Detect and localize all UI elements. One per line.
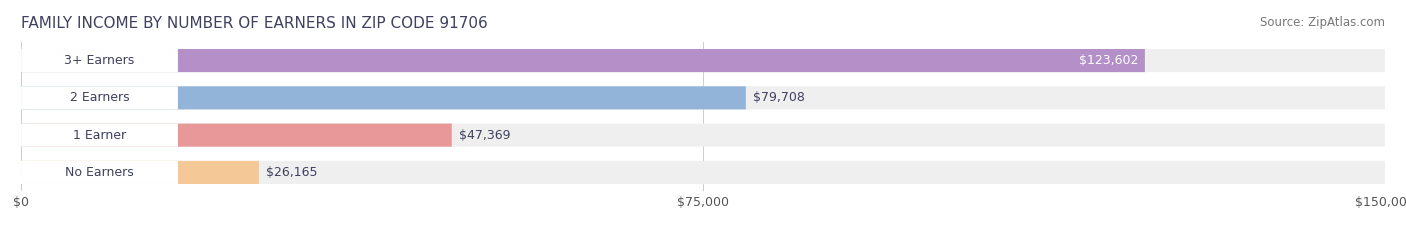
FancyBboxPatch shape <box>21 49 1385 72</box>
Text: 1 Earner: 1 Earner <box>73 129 127 142</box>
FancyBboxPatch shape <box>21 123 179 147</box>
FancyBboxPatch shape <box>21 49 1144 72</box>
Text: $47,369: $47,369 <box>458 129 510 142</box>
FancyBboxPatch shape <box>21 161 1385 184</box>
Text: FAMILY INCOME BY NUMBER OF EARNERS IN ZIP CODE 91706: FAMILY INCOME BY NUMBER OF EARNERS IN ZI… <box>21 16 488 31</box>
Text: $26,165: $26,165 <box>266 166 318 179</box>
FancyBboxPatch shape <box>21 161 259 184</box>
FancyBboxPatch shape <box>21 123 1385 147</box>
Text: 3+ Earners: 3+ Earners <box>65 54 135 67</box>
FancyBboxPatch shape <box>21 86 745 110</box>
FancyBboxPatch shape <box>21 49 179 72</box>
Text: 2 Earners: 2 Earners <box>70 91 129 104</box>
FancyBboxPatch shape <box>21 123 451 147</box>
Text: $79,708: $79,708 <box>752 91 804 104</box>
FancyBboxPatch shape <box>21 86 1385 110</box>
FancyBboxPatch shape <box>21 86 179 110</box>
Text: $123,602: $123,602 <box>1078 54 1137 67</box>
Text: Source: ZipAtlas.com: Source: ZipAtlas.com <box>1260 16 1385 29</box>
FancyBboxPatch shape <box>21 161 179 184</box>
Text: No Earners: No Earners <box>65 166 134 179</box>
